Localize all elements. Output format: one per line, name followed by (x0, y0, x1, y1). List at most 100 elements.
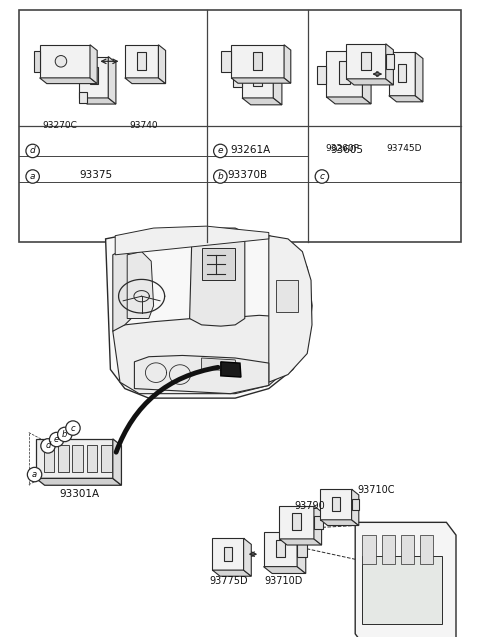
Text: 93775D: 93775D (210, 576, 248, 586)
Polygon shape (44, 445, 54, 472)
Polygon shape (79, 92, 87, 103)
Polygon shape (134, 355, 269, 394)
Text: 93261A: 93261A (230, 145, 270, 155)
Polygon shape (339, 61, 350, 83)
Polygon shape (386, 54, 395, 69)
Polygon shape (202, 248, 235, 280)
Polygon shape (212, 538, 243, 570)
Circle shape (214, 144, 227, 157)
Polygon shape (297, 531, 306, 573)
Polygon shape (127, 252, 154, 318)
Polygon shape (351, 499, 359, 510)
Polygon shape (125, 45, 158, 78)
Polygon shape (321, 489, 351, 520)
Polygon shape (362, 555, 442, 624)
Polygon shape (347, 79, 394, 85)
Text: 93270C: 93270C (43, 121, 77, 130)
Polygon shape (317, 66, 326, 83)
Polygon shape (40, 78, 97, 83)
Text: 93710C: 93710C (358, 485, 395, 496)
Polygon shape (34, 51, 40, 71)
Circle shape (58, 427, 72, 441)
Polygon shape (279, 506, 314, 539)
Text: 93710D: 93710D (264, 576, 302, 586)
Text: 93740: 93740 (130, 121, 158, 130)
Polygon shape (276, 280, 298, 312)
Text: b: b (217, 172, 223, 181)
Polygon shape (355, 522, 456, 637)
Circle shape (66, 421, 80, 435)
Polygon shape (231, 45, 284, 78)
Circle shape (41, 439, 55, 453)
Text: a: a (30, 172, 36, 181)
Text: d: d (45, 441, 51, 450)
Polygon shape (202, 358, 238, 371)
Polygon shape (58, 445, 69, 472)
Circle shape (55, 55, 67, 67)
Polygon shape (276, 540, 285, 557)
Text: d: d (30, 147, 36, 155)
Polygon shape (113, 439, 121, 485)
Polygon shape (242, 50, 273, 98)
Polygon shape (264, 567, 306, 573)
Text: 93260F: 93260F (325, 144, 359, 153)
Polygon shape (382, 535, 395, 564)
Polygon shape (297, 541, 307, 557)
Polygon shape (137, 52, 146, 70)
Polygon shape (314, 516, 323, 529)
Circle shape (26, 144, 39, 157)
Polygon shape (415, 52, 423, 102)
Polygon shape (253, 62, 263, 85)
Polygon shape (101, 445, 112, 472)
Text: c: c (319, 172, 324, 181)
Polygon shape (212, 570, 252, 576)
Polygon shape (279, 539, 322, 545)
Polygon shape (398, 64, 406, 82)
Polygon shape (326, 51, 362, 97)
Text: 93301A: 93301A (59, 489, 99, 499)
Polygon shape (79, 98, 116, 104)
Polygon shape (79, 57, 108, 98)
Text: e: e (217, 147, 223, 155)
Polygon shape (420, 535, 433, 564)
Polygon shape (389, 96, 423, 102)
Polygon shape (115, 226, 269, 255)
Polygon shape (389, 52, 415, 96)
Circle shape (26, 170, 39, 183)
Circle shape (49, 433, 64, 447)
Polygon shape (221, 51, 231, 71)
Polygon shape (190, 228, 245, 326)
Text: a: a (32, 470, 37, 479)
Polygon shape (332, 497, 340, 511)
Polygon shape (108, 57, 116, 104)
Polygon shape (40, 45, 90, 78)
Text: 93790: 93790 (294, 501, 325, 512)
Polygon shape (158, 45, 166, 83)
Text: c: c (71, 424, 75, 433)
Circle shape (27, 468, 42, 482)
Polygon shape (273, 50, 282, 105)
Polygon shape (72, 445, 83, 472)
Polygon shape (321, 520, 359, 526)
Polygon shape (284, 45, 291, 83)
Bar (19, 10, 461, 242)
Text: 93745D: 93745D (387, 144, 422, 153)
Polygon shape (231, 78, 291, 83)
Polygon shape (253, 52, 263, 70)
Polygon shape (326, 97, 371, 104)
Polygon shape (90, 67, 98, 83)
Polygon shape (224, 547, 232, 561)
Polygon shape (243, 538, 252, 576)
Polygon shape (351, 489, 359, 526)
Text: 93370B: 93370B (228, 170, 268, 180)
Polygon shape (362, 51, 371, 104)
Polygon shape (292, 513, 301, 530)
Polygon shape (347, 44, 386, 79)
Polygon shape (221, 362, 241, 377)
Polygon shape (401, 535, 414, 564)
Text: 93375: 93375 (79, 170, 113, 180)
Polygon shape (362, 535, 376, 564)
Polygon shape (264, 531, 297, 567)
Circle shape (315, 170, 329, 183)
Text: e: e (54, 435, 59, 444)
